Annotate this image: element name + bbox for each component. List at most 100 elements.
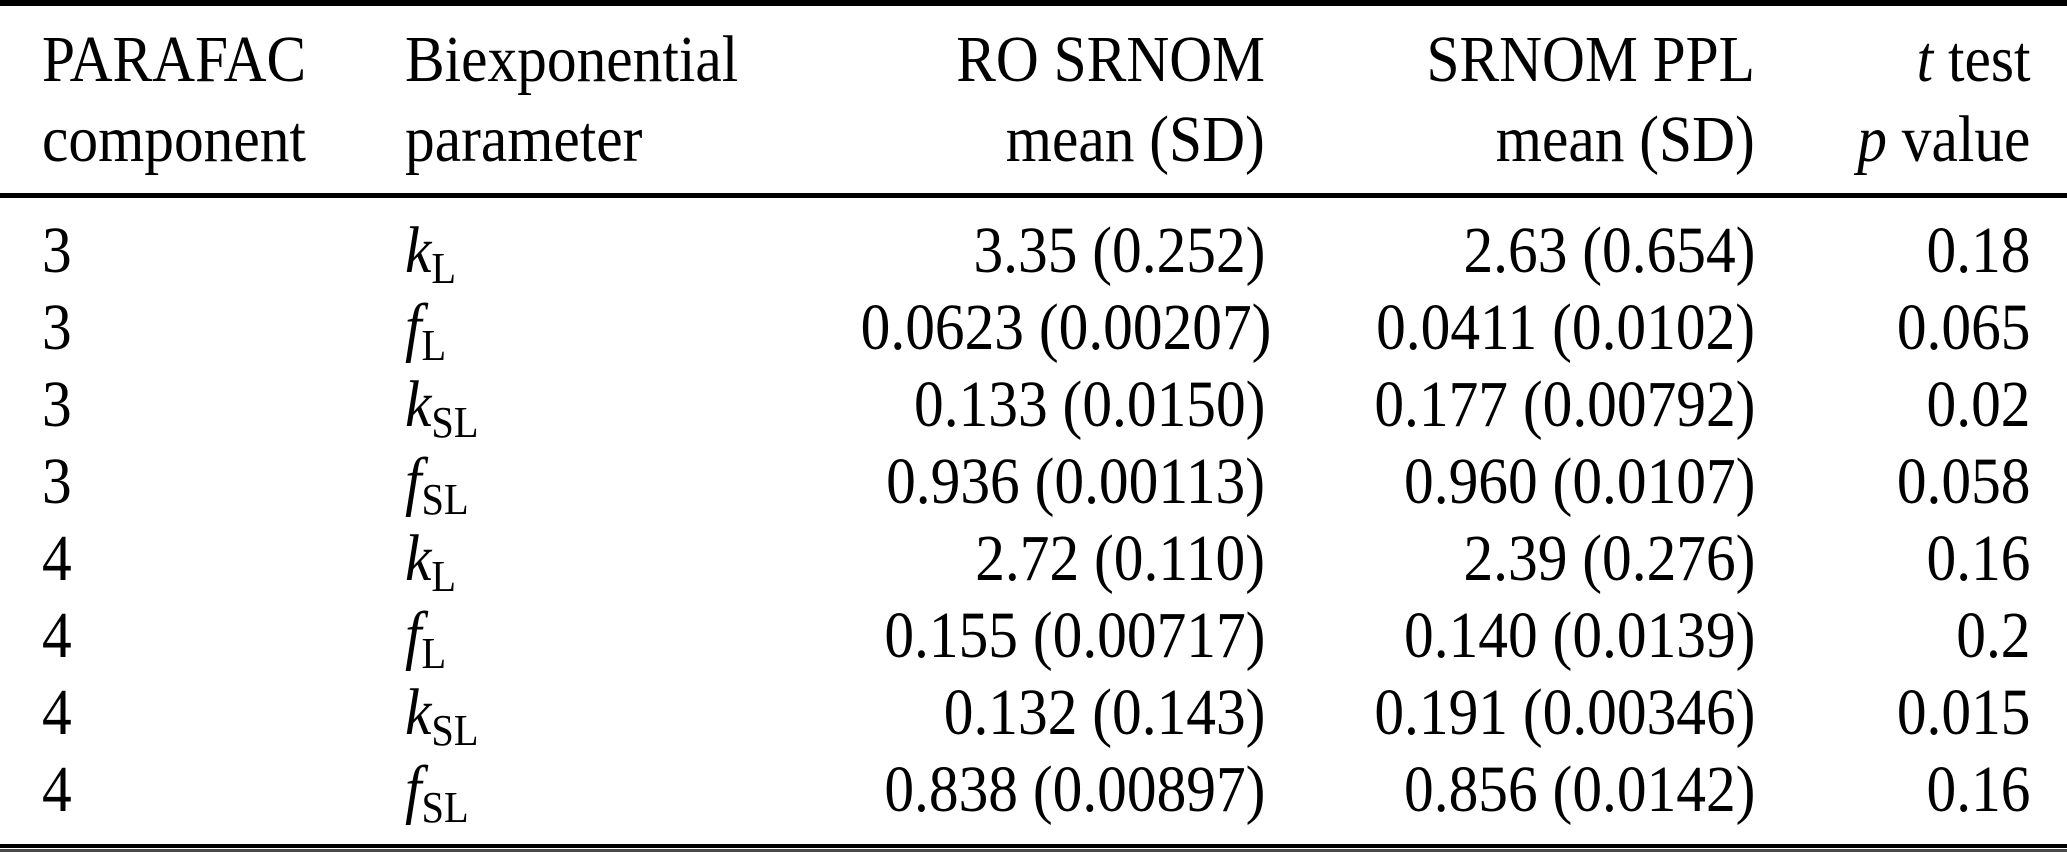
cell-ro-srnom: 0.0623 (0.00207): [815, 289, 1272, 366]
parameter-subscript: L: [421, 319, 447, 370]
parameter-subscript: SL: [421, 781, 469, 832]
ro-srnom-value: 3.35 (0.252): [972, 214, 1265, 287]
component-value: 4: [42, 676, 72, 749]
parameter-variable: k: [405, 214, 432, 287]
cell-ro-srnom: 0.132 (0.143): [815, 674, 1265, 751]
p-symbol: p: [1856, 103, 1887, 176]
cell-parameter: fSL: [405, 751, 815, 829]
cell-p-value: 0.058: [1755, 443, 2067, 520]
ro-srnom-value: 0.0623 (0.00207): [860, 291, 1272, 364]
cell-component: 3: [0, 196, 405, 290]
header-line: mean (SD): [1496, 103, 1755, 176]
cell-ro-srnom: 0.133 (0.0150): [815, 366, 1265, 443]
cell-p-value: 0.16: [1755, 520, 2067, 597]
cell-component: 4: [0, 520, 405, 597]
header-ro-srnom-mean-sd: RO SRNOM mean (SD): [815, 6, 1265, 198]
component-value: 3: [42, 214, 72, 287]
cell-srnom-ppl: 0.960 (0.0107): [1265, 443, 1755, 520]
p-value: 0.18: [1926, 214, 2030, 287]
cell-parameter: fL: [405, 289, 815, 367]
parameter-variable: f: [405, 445, 422, 518]
parameter-symbol: kSL: [405, 674, 479, 752]
t-symbol: t: [1916, 23, 1933, 96]
header-t-test-p-value: t test p value: [1755, 6, 2067, 198]
cell-p-value: 0.2: [1755, 597, 2067, 674]
header-text: test: [1932, 23, 2030, 96]
ro-srnom-value: 0.838 (0.00897): [883, 753, 1265, 826]
parameter-variable: f: [405, 291, 422, 364]
cell-srnom-ppl: 0.856 (0.0142): [1265, 751, 1755, 828]
cell-component: 4: [0, 597, 405, 674]
cell-srnom-ppl: 0.191 (0.00346): [1265, 674, 1755, 751]
cell-component: 3: [0, 366, 405, 443]
header-biexponential-parameter: Biexponential parameter: [405, 6, 815, 198]
parameter-symbol: fL: [405, 597, 446, 675]
srnom-ppl-value: 0.140 (0.0139): [1403, 599, 1755, 672]
cell-srnom-ppl: 0.177 (0.00792): [1265, 366, 1755, 443]
header-line: parameter: [405, 103, 643, 176]
parameter-subscript: SL: [431, 396, 479, 447]
cell-component: 3: [0, 289, 405, 366]
cell-component: 4: [0, 674, 405, 751]
cell-parameter: kSL: [405, 366, 815, 444]
header-line: component: [42, 103, 306, 176]
header-srnom-ppl-mean-sd: SRNOM PPL mean (SD): [1265, 6, 1755, 198]
component-value: 4: [42, 753, 72, 826]
parameter-symbol: fL: [405, 289, 446, 367]
header-row: PARAFAC component Biexponential paramete…: [0, 6, 2067, 198]
srnom-ppl-value: 0.856 (0.0142): [1403, 753, 1755, 826]
cell-component: 4: [0, 751, 405, 828]
ro-srnom-value: 0.936 (0.00113): [886, 445, 1265, 518]
parameter-symbol: kL: [405, 212, 456, 290]
cell-p-value: 0.065: [1755, 289, 2067, 366]
table-top-rule: [0, 0, 2067, 6]
parameter-subscript: SL: [421, 473, 469, 524]
srnom-ppl-value: 0.0411 (0.0102): [1376, 291, 1755, 364]
parameter-subscript: SL: [431, 704, 479, 755]
table-row: 4 fSL 0.838 (0.00897) 0.856 (0.0142) 0.1…: [0, 751, 2067, 829]
ro-srnom-value: 0.133 (0.0150): [913, 368, 1265, 441]
parameter-symbol: fSL: [405, 443, 469, 521]
cell-parameter: kSL: [405, 674, 815, 752]
parameter-variable: f: [405, 753, 422, 826]
parafac-biexponential-table: PARAFAC component Biexponential paramete…: [0, 6, 2067, 829]
parameter-variable: k: [405, 368, 432, 441]
cell-ro-srnom: 2.72 (0.110): [815, 520, 1265, 597]
header-line: mean (SD): [1006, 103, 1265, 176]
p-value: 0.16: [1926, 522, 2030, 595]
parameter-symbol: kSL: [405, 366, 479, 444]
parameter-symbol: fSL: [405, 751, 469, 829]
header-line: Biexponential: [405, 23, 739, 96]
ro-srnom-value: 0.155 (0.00717): [883, 599, 1265, 672]
component-value: 3: [42, 291, 72, 364]
cell-ro-srnom: 3.35 (0.252): [815, 196, 1265, 290]
cell-p-value: 0.015: [1755, 674, 2067, 751]
cell-srnom-ppl: 0.140 (0.0139): [1265, 597, 1755, 674]
srnom-ppl-value: 0.177 (0.00792): [1373, 368, 1755, 441]
p-value: 0.16: [1926, 753, 2030, 826]
header-line: RO SRNOM: [956, 23, 1265, 96]
table-bottom-edge-rule: [0, 849, 2067, 852]
table-bottom-rule: [0, 844, 2067, 848]
table-row: 3 fSL 0.936 (0.00113) 0.960 (0.0107) 0.0…: [0, 443, 2067, 521]
p-value: 0.2: [1955, 599, 2030, 672]
ro-srnom-value: 2.72 (0.110): [975, 522, 1265, 595]
component-value: 4: [42, 599, 72, 672]
cell-srnom-ppl: 2.39 (0.276): [1265, 520, 1755, 597]
cell-parameter: kL: [405, 196, 815, 290]
parameter-subscript: L: [431, 242, 457, 293]
cell-srnom-ppl: 0.0411 (0.0102): [1265, 289, 1755, 366]
header-line: t test: [1916, 20, 2030, 100]
table-row: 3 kSL 0.133 (0.0150) 0.177 (0.00792) 0.0…: [0, 366, 2067, 444]
cell-parameter: kL: [405, 520, 815, 598]
p-value: 0.02: [1926, 368, 2030, 441]
table-row: 4 kSL 0.132 (0.143) 0.191 (0.00346) 0.01…: [0, 674, 2067, 752]
parameter-variable: k: [405, 522, 432, 595]
parameter-subscript: L: [431, 550, 457, 601]
srnom-ppl-value: 0.960 (0.0107): [1403, 445, 1755, 518]
header-line: SRNOM PPL: [1426, 23, 1755, 96]
p-value: 0.058: [1896, 445, 2030, 518]
header-line: PARAFAC: [42, 23, 307, 96]
cell-ro-srnom: 0.936 (0.00113): [815, 443, 1265, 520]
